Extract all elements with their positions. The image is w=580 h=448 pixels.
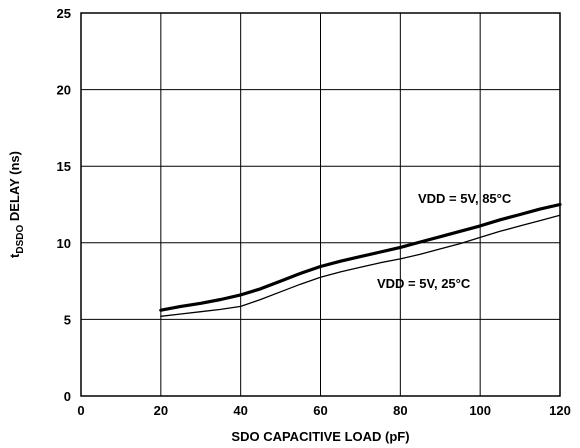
- y-tick-label: 5: [64, 312, 71, 327]
- y-tick-label: 10: [57, 236, 71, 251]
- y-axis-title: tDSDO DELAY (ns): [7, 151, 26, 258]
- x-tick-label: 100: [469, 403, 491, 418]
- x-tick-label: 80: [393, 403, 407, 418]
- y-axis-title-suffix: DELAY (ns): [7, 151, 22, 225]
- series-layer: [159, 202, 562, 317]
- x-tick-label: 0: [77, 403, 84, 418]
- y-tick-label: 0: [64, 389, 71, 404]
- x-tick-label: 40: [233, 403, 247, 418]
- plot-frame: [80, 12, 561, 397]
- series-label-0: VDD = 5V, 85°C: [418, 191, 512, 206]
- series-line-1: [160, 214, 561, 317]
- y-axis-title-prefix: t: [7, 253, 22, 258]
- x-tick-label: 60: [313, 403, 327, 418]
- y-tick-labels: 0 5 10 15 20 25: [57, 6, 71, 404]
- x-tick-label: 120: [549, 403, 571, 418]
- series-label-1: VDD = 5V, 25°C: [377, 276, 471, 291]
- y-tick-label: 15: [57, 159, 71, 174]
- series-line-0: [159, 202, 562, 312]
- x-tick-label: 20: [154, 403, 168, 418]
- y-axis-title-subscript: DSDO: [15, 225, 26, 254]
- x-axis-title: SDO CAPACITIVE LOAD (pF): [231, 429, 409, 444]
- y-tick-label: 20: [57, 83, 71, 98]
- y-tick-label: 25: [57, 6, 71, 21]
- series-labels: VDD = 5V, 85°C VDD = 5V, 25°C: [377, 191, 512, 291]
- x-tick-labels: 0 20 40 60 80 100 120: [77, 403, 570, 418]
